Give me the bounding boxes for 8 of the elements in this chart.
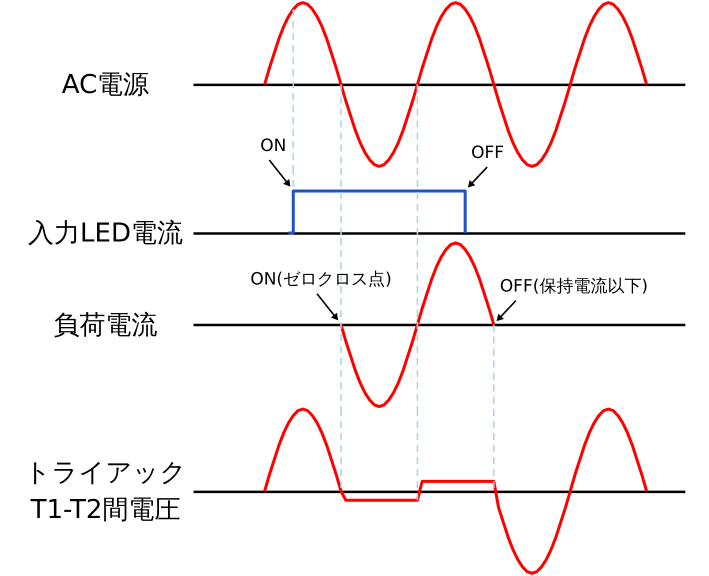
annotation: OFF(保持電流以下) <box>500 276 648 297</box>
annotation: ON <box>260 136 286 156</box>
y-axis-title: 入力LED電流 <box>28 218 183 249</box>
annotation: OFF <box>471 143 504 164</box>
y-axis-title: AC電源 <box>62 70 150 100</box>
y-axis-title: 負荷電流 <box>54 310 158 340</box>
annotation: ON(ゼロクロス点) <box>250 270 392 290</box>
y-axis-title: トライアック T1-T2間電圧 <box>24 458 186 525</box>
